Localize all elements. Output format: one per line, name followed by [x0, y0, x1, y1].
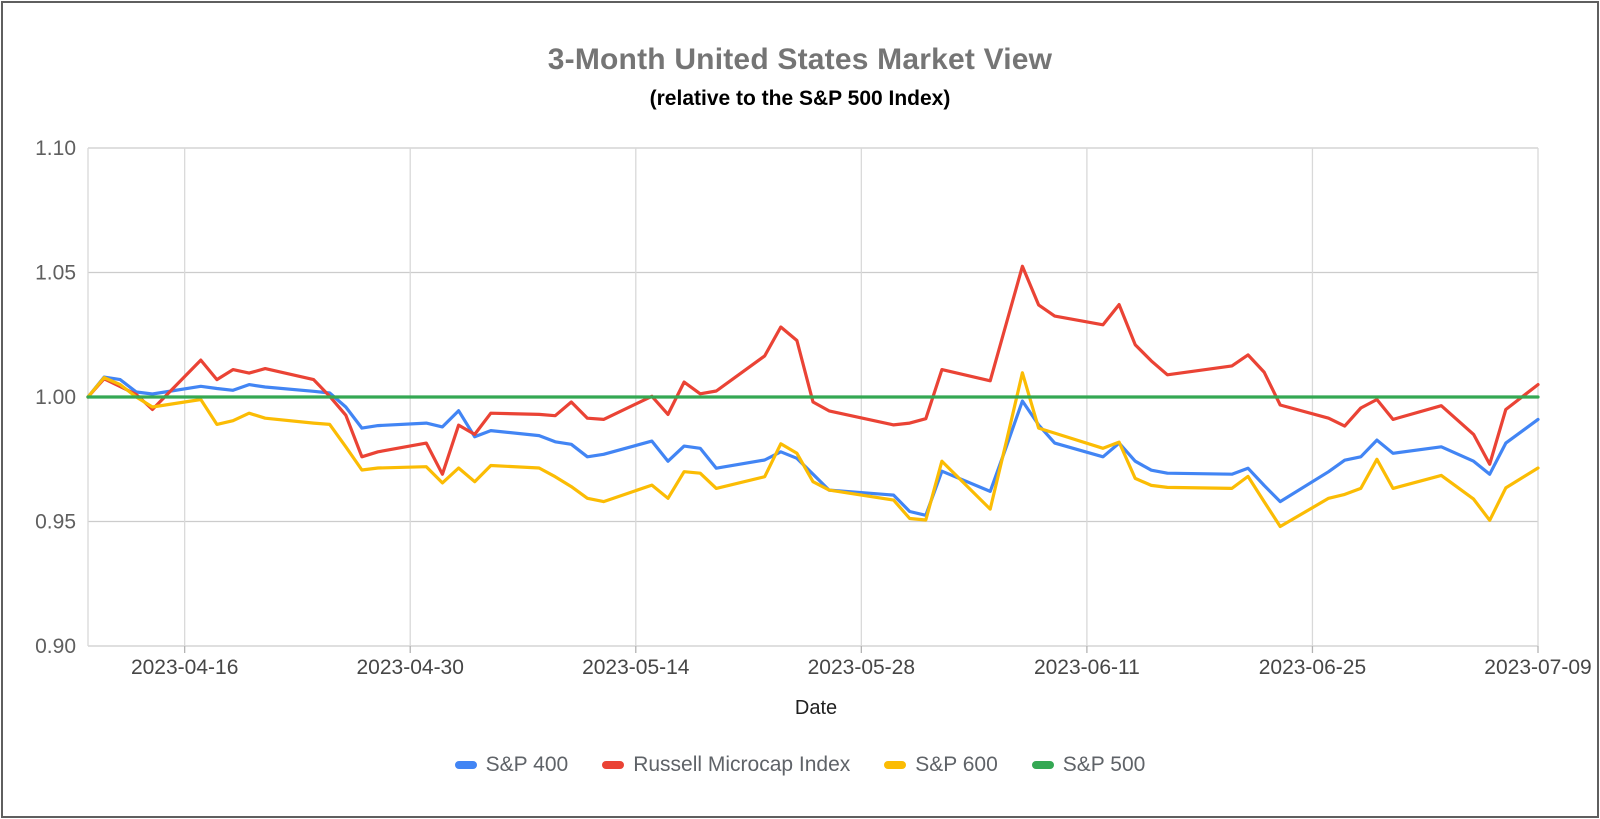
legend-label: S&P 500 — [1062, 753, 1146, 776]
legend-item-s-p-400: S&P 400 — [454, 753, 569, 777]
legend: S&P 400 Russell Microcap Index S&P 600 S&P … — [3, 753, 1597, 777]
y-tick-label: 1.10 — [35, 137, 76, 160]
legend-label: Russell Microcap Index — [633, 753, 851, 776]
series-line-s-p-400 — [86, 375, 1540, 517]
x-tick-label: 2023-05-14 — [582, 656, 690, 679]
legend-marker-s-p-400 — [454, 761, 477, 769]
x-tick-label: 2023-07-09 — [1484, 656, 1591, 679]
legend-label: S&P 400 — [485, 753, 569, 776]
y-tick-label: 1.00 — [35, 386, 76, 409]
x-axis-title: Date — [794, 697, 838, 719]
legend-marker-s-p-500 — [1031, 761, 1054, 769]
legend-item-s-p-600: S&P 600 — [884, 753, 998, 777]
legend-item-s-p-500: S&P 500 — [1031, 753, 1146, 777]
chart-subtitle: (relative to the S&P 500 Index) — [649, 87, 951, 110]
legend-marker-s-p-600 — [884, 761, 907, 769]
y-tick-label: 0.90 — [35, 635, 76, 658]
x-tick-label: 2023-04-16 — [131, 656, 238, 679]
legend-item-russell-microcap-index: Russell Microcap Index — [602, 753, 850, 777]
legend-label: S&P 600 — [915, 753, 998, 776]
chart-plot-area: 0.90 0.95 1.00 1.05 1.10 2023-04-16 2023-04-30… — [35, 137, 1592, 679]
x-tick-label: 2023-05-28 — [808, 656, 915, 679]
series-line-s-p-600 — [86, 371, 1540, 529]
x-tick-label: 2023-04-30 — [357, 656, 464, 679]
x-tick-label: 2023-06-11 — [1034, 656, 1140, 679]
series-line-russell-microcap-index — [86, 264, 1540, 476]
legend-marker-russell-microcap-index — [602, 761, 625, 769]
y-tick-label: 1.05 — [35, 262, 76, 285]
y-tick-label: 0.95 — [35, 511, 76, 534]
chart-title: 3-Month United States Market View — [547, 43, 1053, 76]
x-tick-label: 2023-06-25 — [1259, 656, 1366, 679]
